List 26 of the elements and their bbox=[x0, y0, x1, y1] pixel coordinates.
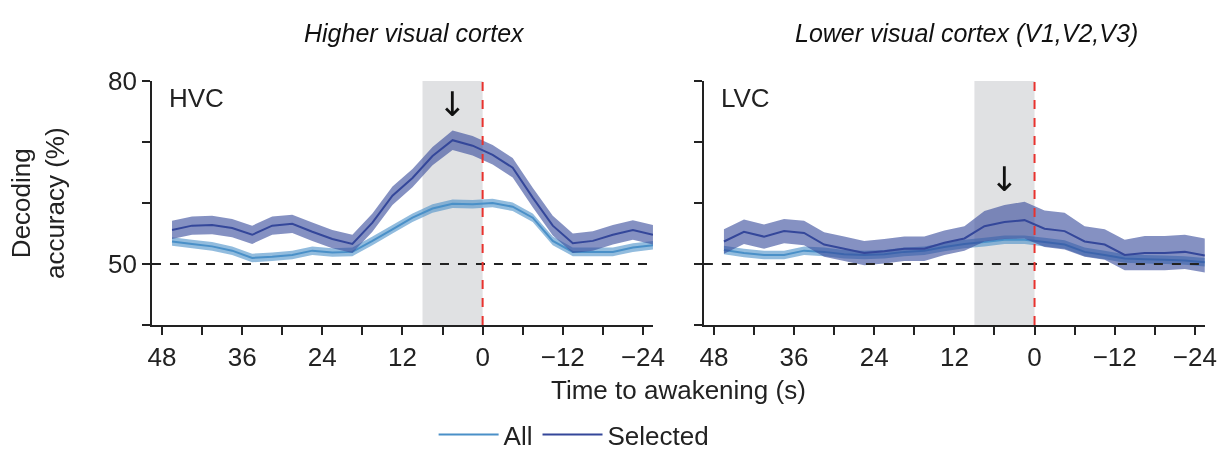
y-tick-label: 80 bbox=[108, 66, 138, 97]
y-tick-label: 50 bbox=[108, 249, 138, 280]
annotation: ↓ bbox=[438, 84, 467, 124]
chart-title: Higher visual cortex bbox=[304, 19, 526, 47]
legend-label: All bbox=[503, 420, 533, 451]
legend-label: Selected bbox=[607, 420, 709, 451]
x-tick-label: 24 bbox=[859, 342, 889, 373]
x-tick-label: 48 bbox=[699, 342, 729, 373]
x-tick-label: 36 bbox=[227, 342, 257, 373]
x-tick-label: 24 bbox=[307, 342, 337, 373]
x-axis-title: Time to awakening (s) bbox=[551, 375, 806, 405]
x-tick-label: 0 bbox=[475, 342, 490, 373]
x-tick-label: −24 bbox=[620, 342, 665, 373]
x-tick-label: 12 bbox=[388, 342, 417, 373]
chart-title: Lower visual cortex (V1,V2,V3) bbox=[795, 19, 1139, 47]
x-tick-label: −12 bbox=[540, 342, 585, 373]
x-tick-label: 0 bbox=[1027, 342, 1042, 373]
annotation: HVC bbox=[169, 83, 224, 113]
x-tick-label: −12 bbox=[1092, 342, 1137, 373]
x-tick-label: 12 bbox=[939, 342, 969, 373]
y-axis-title: Decoding accuracy (%) bbox=[5, 127, 70, 280]
x-tick-label: 36 bbox=[779, 342, 809, 373]
annotation: ↓ bbox=[990, 159, 1019, 199]
annotation: LVC bbox=[721, 83, 770, 113]
x-tick-label: 48 bbox=[147, 342, 177, 373]
x-tick-label: −24 bbox=[1172, 342, 1217, 373]
